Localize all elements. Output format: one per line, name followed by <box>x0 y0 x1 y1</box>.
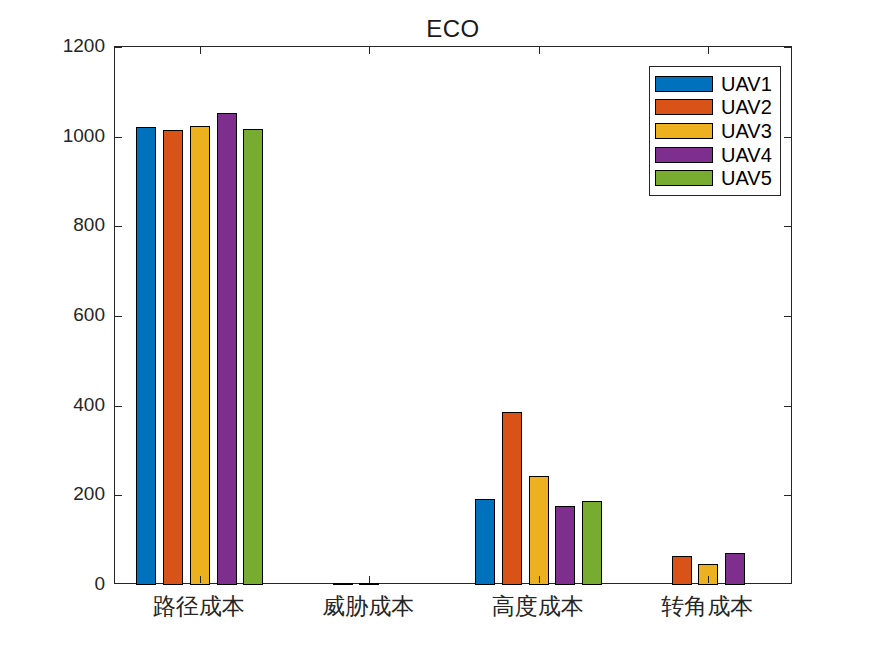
y-tick-left-800 <box>115 226 122 227</box>
legend-swatch-uav2 <box>655 99 713 115</box>
y-tick-label-600: 600 <box>5 305 105 325</box>
y-tick-right-600 <box>784 316 791 317</box>
y-tick-left-1000 <box>115 137 122 138</box>
legend-label-uav1: UAV1 <box>721 74 772 94</box>
legend-item-uav3: UAV3 <box>655 121 780 141</box>
legend-label-uav3: UAV3 <box>721 121 772 141</box>
y-tick-right-200 <box>784 495 791 496</box>
y-tick-left-600 <box>115 316 122 317</box>
y-tick-label-1000: 1000 <box>5 126 105 146</box>
x-tick-top-2 <box>539 47 540 54</box>
y-tick-label-0: 0 <box>5 574 105 594</box>
x-category-label-2: 高度成本 <box>453 593 623 619</box>
y-tick-label-1200: 1200 <box>5 36 105 56</box>
y-tick-left-1200 <box>115 47 122 48</box>
legend-item-uav4: UAV4 <box>655 145 780 165</box>
chart-title: ECO <box>114 15 792 43</box>
bar-uav2-cat1 <box>333 583 353 585</box>
legend-item-uav1: UAV1 <box>655 74 780 94</box>
y-tick-right-0 <box>784 583 791 584</box>
y-tick-right-400 <box>784 406 791 407</box>
legend-swatch-uav3 <box>655 123 713 139</box>
legend-swatch-uav5 <box>655 170 713 186</box>
x-tick-bottom-2 <box>539 576 540 583</box>
y-tick-label-400: 400 <box>5 395 105 415</box>
y-tick-left-400 <box>115 406 122 407</box>
legend-swatch-uav4 <box>655 147 713 163</box>
legend-label-uav5: UAV5 <box>721 168 772 188</box>
legend-item-uav5: UAV5 <box>655 168 780 188</box>
x-tick-bottom-1 <box>369 576 370 583</box>
x-tick-top-0 <box>200 47 201 54</box>
legend-label-uav4: UAV4 <box>721 145 772 165</box>
bar-uav3-cat1 <box>359 583 379 585</box>
x-tick-top-1 <box>369 47 370 54</box>
y-tick-left-200 <box>115 495 122 496</box>
legend-item-uav2: UAV2 <box>655 97 780 117</box>
y-tick-label-800: 800 <box>5 215 105 235</box>
legend-label-uav2: UAV2 <box>721 97 772 117</box>
x-category-label-0: 路径成本 <box>114 593 284 619</box>
x-tick-top-3 <box>708 47 709 54</box>
y-tick-right-1000 <box>784 137 791 138</box>
legend-swatch-uav1 <box>655 76 713 92</box>
y-tick-right-800 <box>784 226 791 227</box>
legend: UAV1 UAV2 UAV3 UAV4 UAV5 <box>649 66 781 196</box>
matlab-figure: ECO UAV1 UAV2 UAV3 UAV4 UAV5 0 200 400 600 800 10… <box>0 0 875 656</box>
x-tick-bottom-0 <box>200 576 201 583</box>
plot-area: UAV1 UAV2 UAV3 UAV4 UAV5 <box>114 46 792 584</box>
y-tick-left-0 <box>115 583 122 584</box>
y-tick-right-1200 <box>784 47 791 48</box>
x-category-label-3: 转角成本 <box>622 593 792 619</box>
x-category-label-1: 威胁成本 <box>283 593 453 619</box>
y-tick-label-200: 200 <box>5 484 105 504</box>
x-tick-bottom-3 <box>708 576 709 583</box>
